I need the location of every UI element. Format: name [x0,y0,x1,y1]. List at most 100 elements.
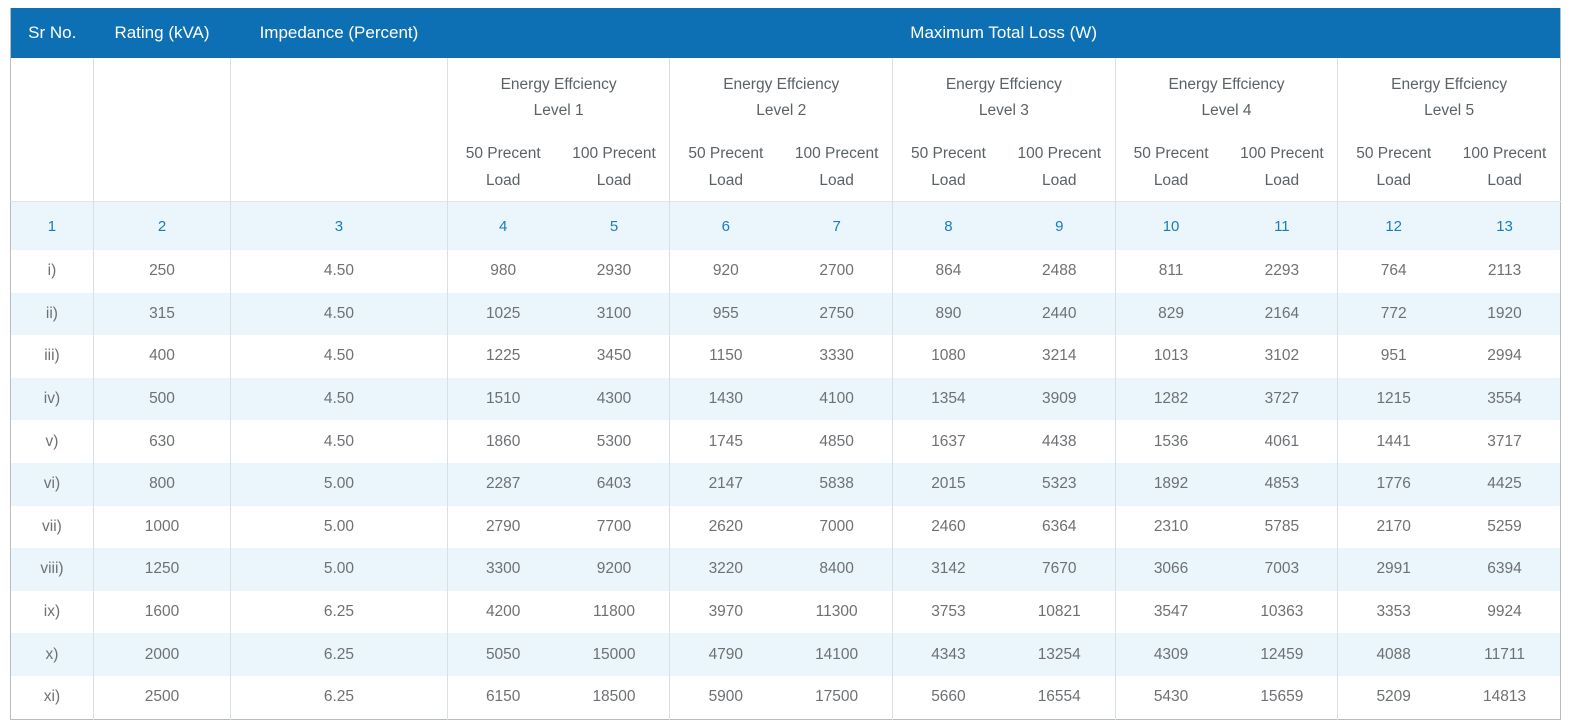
rating-cell: 1000 [93,505,232,549]
loss-value-cell: 5838 [781,462,894,506]
loss-value-cell: 1510 [485,390,521,408]
sr-no-cell: iii) [10,335,94,378]
sr-no-cell: viii) [10,548,94,591]
load-50-percent-label: 50 Precent Load [688,145,764,189]
impedance-cell: 6.25 [230,590,448,634]
table-row: viii) 1250 5.00 3300 9200 3220 8400 3142 7670 306… [10,548,1561,591]
impedance-cell: 5.00 [230,505,448,549]
impedance-cell: 4.50 [230,377,448,421]
loss-value-cell: 3909 [1003,377,1116,421]
sr-no-cell: vii) [10,505,94,549]
loss-value-cell: 3220 [708,560,744,578]
loss-value-cell: 4300 [558,377,671,421]
col-header-max-total-loss: Maximum Total Loss (W) [447,8,1561,58]
loss-value-cell: 3753 [931,603,966,621]
table-body: i) 250 4.50 980 2930 920 2700 864 2488 811 2293 764… [10,250,1561,720]
loss-value-cell: 6364 [1003,505,1116,549]
rating-cell: 500 [93,377,232,421]
loss-value-cell: 4343 [931,645,966,663]
loss-value-cell: 2991 [1376,560,1411,578]
column-number-8: 8 [892,201,1004,250]
loss-value-cell: 764 [1380,262,1407,280]
empty-cell-sr-no [10,58,94,202]
loss-value-cell: 1920 [1487,304,1522,322]
loss-value-cell: 2440 [1003,292,1116,336]
loss-value-cell: 1536 [1153,432,1189,450]
loss-value-cell: 11711 [1484,645,1525,663]
loss-value-cell: 5323 [1003,462,1116,506]
loss-value-cell: 864 [935,262,962,280]
loss-value-cell: 3142 [931,560,966,578]
loss-value-cell: 7700 [558,505,671,549]
rating-cell: 2500 [93,675,232,720]
level-2-header: Energy Effciency Level 2 50 Precent Load… [669,58,894,202]
loss-value-cell: 5050 [485,645,521,663]
loss-value-cell: 4309 [1153,645,1189,663]
loss-value-cell: 4790 [708,645,744,663]
loss-value-cell: 5785 [1226,505,1339,549]
empty-cell-impedance [230,58,448,202]
loss-value-cell: 1430 [708,390,744,408]
sr-no-cell: vi) [10,462,94,506]
loss-value-cell: 3353 [1376,603,1411,621]
impedance-cell: 5.00 [230,462,448,506]
loss-value-cell: 3450 [558,335,671,378]
sr-no-cell: iv) [10,377,94,421]
load-100-percent-label: 100 Precent Load [1017,145,1102,189]
loss-value-cell: 16554 [1003,675,1116,720]
level-4-title: Energy Effciency Level 4 [1168,76,1285,119]
level-1-header: Energy Effciency Level 1 50 Precent Load… [447,58,671,202]
loss-value-cell: 10363 [1226,590,1339,634]
column-number-11: 11 [1226,201,1339,250]
loss-value-cell: 9924 [1487,603,1522,621]
loss-value-cell: 2147 [708,475,744,493]
column-number-7: 7 [781,201,894,250]
level-5-load-labels: 50 Precent Load 100 Precent Load [1338,140,1560,194]
column-number-10: 10 [1115,201,1227,250]
load-100-percent-label: 100 Precent Load [572,145,656,189]
loss-value-cell: 7000 [781,505,894,549]
column-number-13: 13 [1449,201,1561,250]
loss-value-cell: 2293 [1226,250,1339,293]
level-1-load-labels: 50 Precent Load 100 Precent Load [448,140,670,194]
load-100-percent-label: 100 Precent Load [794,145,879,189]
loss-value-cell: 3727 [1226,377,1339,421]
table-row: ii) 315 4.50 1025 3100 955 2750 890 2440 829 2164 7… [10,292,1561,336]
table-row: i) 250 4.50 980 2930 920 2700 864 2488 811 2293 764… [10,250,1561,293]
sr-no-cell: x) [10,633,94,676]
rating-cell: 250 [93,250,232,293]
loss-value-cell: 1225 [485,347,521,365]
level-3-title: Energy Effciency Level 3 [945,76,1062,119]
loss-value-cell: 12459 [1226,633,1339,676]
loss-value-cell: 1637 [931,432,966,450]
loss-value-cell: 3214 [1003,335,1116,378]
loss-value-cell: 2930 [558,250,671,293]
impedance-cell: 4.50 [230,420,448,463]
loss-value-cell: 18500 [558,675,671,720]
sr-no-cell: xi) [10,675,94,720]
loss-value-cell: 9200 [558,548,671,591]
load-50-percent-label: 50 Precent Load [1356,145,1432,189]
loss-value-cell: 15000 [558,633,671,676]
loss-value-cell: 4200 [485,603,521,621]
loss-value-cell: 2287 [485,475,521,493]
sr-no-cell: ix) [10,590,94,634]
column-number-row: 1 2 3 4 5 6 7 8 9 10 11 12 13 [10,201,1561,250]
rating-cell: 630 [93,420,232,463]
empty-cell-rating [93,58,232,202]
loss-value-cell: 14813 [1482,688,1527,706]
table-row: xi) 2500 6.25 6150 18500 5900 17500 5660 16554 54… [10,675,1561,720]
loss-value-cell: 1215 [1376,390,1411,408]
loss-value-cell: 1441 [1376,432,1411,450]
col-header-impedance: Impedance (Percent) [230,8,448,58]
loss-value-cell: 7670 [1003,548,1116,591]
sr-no-cell: i) [10,250,94,293]
loss-value-cell: 5900 [708,688,744,706]
rating-cell: 1250 [93,548,232,591]
rating-cell: 1600 [93,590,232,634]
loss-value-cell: 7003 [1226,548,1339,591]
rating-cell: 800 [93,462,232,506]
transformer-efficiency-table: Sr No. Rating (kVA) Impedance (Percent) … [10,8,1561,720]
loss-value-cell: 3066 [1153,560,1189,578]
